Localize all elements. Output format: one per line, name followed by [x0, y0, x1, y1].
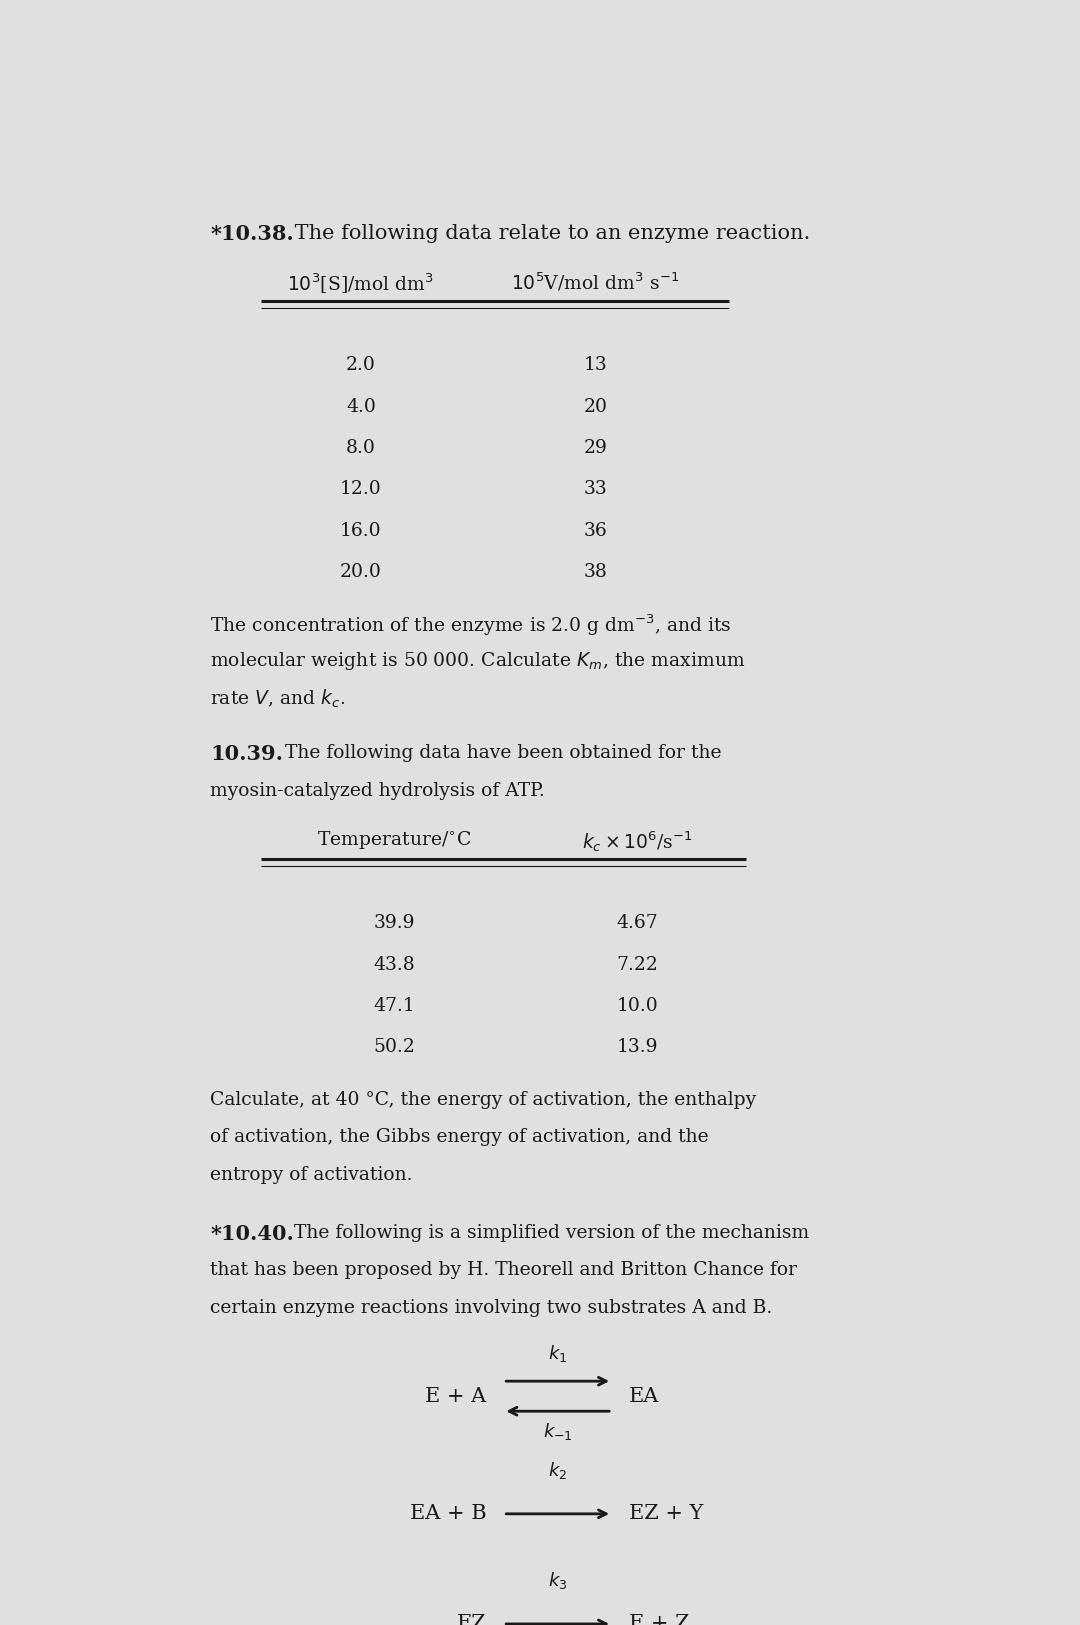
Text: rate $V$, and $k_c$.: rate $V$, and $k_c$.: [211, 687, 346, 710]
Text: $k_1$: $k_1$: [548, 1342, 567, 1363]
Text: *10.38.: *10.38.: [211, 224, 294, 244]
Text: 16.0: 16.0: [340, 522, 382, 540]
Text: 12.0: 12.0: [340, 481, 382, 499]
Text: $10^3$[S]/mol dm$^3$: $10^3$[S]/mol dm$^3$: [287, 271, 434, 296]
Text: EZ: EZ: [457, 1614, 486, 1625]
Text: certain enzyme reactions involving two substrates A and B.: certain enzyme reactions involving two s…: [211, 1298, 772, 1316]
Text: 10.39.: 10.39.: [211, 744, 283, 764]
Text: The following data relate to an enzyme reaction.: The following data relate to an enzyme r…: [288, 224, 810, 242]
Text: Calculate, at 40 °C, the energy of activation, the enthalpy: Calculate, at 40 °C, the energy of activ…: [211, 1090, 757, 1108]
Text: EZ + Y: EZ + Y: [629, 1505, 703, 1523]
Text: $k_{-1}$: $k_{-1}$: [543, 1422, 572, 1443]
Text: 2.0: 2.0: [346, 356, 376, 374]
Text: The concentration of the enzyme is 2.0 g dm$^{-3}$, and its: The concentration of the enzyme is 2.0 g…: [211, 613, 732, 639]
Text: 50.2: 50.2: [374, 1038, 416, 1056]
Text: 38: 38: [583, 562, 607, 580]
Text: 10.0: 10.0: [617, 998, 658, 1016]
Text: EA: EA: [629, 1386, 659, 1406]
Text: 8.0: 8.0: [346, 439, 376, 457]
Text: of activation, the Gibbs energy of activation, and the: of activation, the Gibbs energy of activ…: [211, 1128, 708, 1146]
Text: The following data have been obtained for the: The following data have been obtained fo…: [279, 744, 721, 762]
Text: entropy of activation.: entropy of activation.: [211, 1167, 413, 1185]
Text: The following is a simplified version of the mechanism: The following is a simplified version of…: [288, 1224, 809, 1242]
Text: Temperature/$^{\circ}$C: Temperature/$^{\circ}$C: [318, 829, 472, 852]
Text: molecular weight is 50 000. Calculate $K_m$, the maximum: molecular weight is 50 000. Calculate $K…: [211, 650, 745, 673]
Text: 39.9: 39.9: [374, 915, 415, 933]
Text: $k_3$: $k_3$: [548, 1570, 567, 1591]
Text: myosin-catalyzed hydrolysis of ATP.: myosin-catalyzed hydrolysis of ATP.: [211, 782, 545, 800]
Text: 7.22: 7.22: [617, 956, 658, 973]
Text: $10^5$V/mol dm$^3$ s$^{-1}$: $10^5$V/mol dm$^3$ s$^{-1}$: [511, 271, 679, 294]
Text: 47.1: 47.1: [374, 998, 416, 1016]
Text: 13.9: 13.9: [617, 1038, 658, 1056]
Text: 20: 20: [583, 398, 607, 416]
Text: E + Z: E + Z: [629, 1614, 689, 1625]
Text: 36: 36: [583, 522, 607, 540]
Text: 29: 29: [583, 439, 607, 457]
Text: EA + B: EA + B: [410, 1505, 486, 1523]
Text: $k_2$: $k_2$: [548, 1461, 567, 1482]
Text: 33: 33: [583, 481, 607, 499]
Text: *10.40.: *10.40.: [211, 1224, 294, 1243]
Text: 43.8: 43.8: [374, 956, 416, 973]
Text: 20.0: 20.0: [340, 562, 382, 580]
Text: 13: 13: [583, 356, 607, 374]
Text: E + A: E + A: [426, 1386, 486, 1406]
Text: 4.0: 4.0: [346, 398, 376, 416]
Text: that has been proposed by H. Theorell and Britton Chance for: that has been proposed by H. Theorell an…: [211, 1261, 797, 1279]
Text: $k_c \times 10^6$/s$^{-1}$: $k_c \times 10^6$/s$^{-1}$: [582, 829, 692, 855]
Text: 4.67: 4.67: [617, 915, 658, 933]
